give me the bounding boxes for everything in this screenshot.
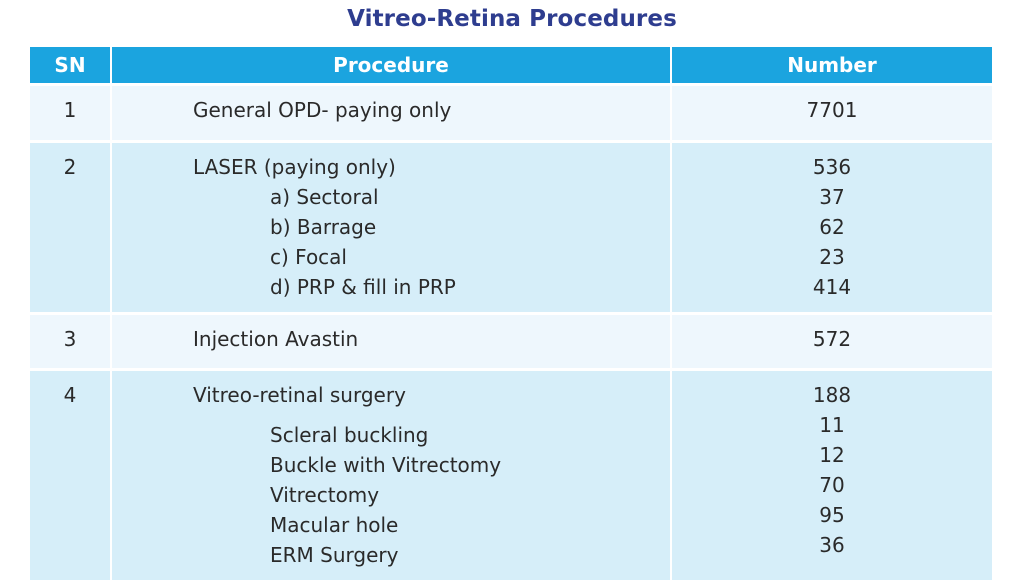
row-sn: 2 bbox=[63, 155, 77, 179]
procedure-number: 536 bbox=[812, 155, 852, 179]
sub-procedure-label: Vitrectomy bbox=[270, 483, 380, 507]
sub-procedure-label: c) Focal bbox=[270, 245, 347, 269]
sub-procedure-number: 23 bbox=[819, 245, 845, 269]
sub-procedure-number: 62 bbox=[819, 215, 845, 239]
sub-procedure-number: 36 bbox=[819, 533, 845, 557]
sub-procedure-label: d) PRP & fill in PRP bbox=[270, 275, 456, 299]
cell-procedure: Vitreo-retinal surgery Scleral buckling … bbox=[110, 368, 670, 580]
sub-procedure-label: ERM Surgery bbox=[270, 543, 399, 567]
sub-procedure-label: b) Barrage bbox=[270, 215, 377, 239]
sub-procedure-number: 11 bbox=[819, 413, 845, 437]
cell-procedure: Injection Avastin bbox=[110, 312, 670, 368]
table-row: 1 General OPD- paying only 7701 bbox=[30, 83, 992, 140]
procedure-number: 188 bbox=[812, 383, 852, 407]
procedure-label: LASER (paying only) bbox=[193, 155, 396, 179]
row-sn: 4 bbox=[63, 383, 77, 407]
sub-procedure-number: 37 bbox=[819, 185, 845, 209]
cell-number: 7701 bbox=[670, 83, 992, 140]
procedure-label: Vitreo-retinal surgery bbox=[193, 383, 406, 407]
row-sn: 1 bbox=[63, 98, 77, 122]
procedure-number: 7701 bbox=[806, 98, 858, 122]
cell-procedure: LASER (paying only) a) Sectoral b) Barra… bbox=[110, 140, 670, 312]
cell-sn: 2 bbox=[30, 140, 110, 312]
cell-number: 572 bbox=[670, 312, 992, 368]
procedure-label: General OPD- paying only bbox=[193, 98, 452, 122]
cell-sn: 1 bbox=[30, 83, 110, 140]
sub-procedure-label: Scleral buckling bbox=[270, 423, 429, 447]
spacer bbox=[202, 410, 670, 420]
sub-procedure-label: a) Sectoral bbox=[270, 185, 379, 209]
procedure-number: 572 bbox=[812, 327, 852, 351]
cell-number: 536 37 62 23 414 bbox=[670, 140, 992, 312]
cell-number: 188 11 12 70 95 36 bbox=[670, 368, 992, 580]
procedures-table: SN Procedure Number 1 General OPD- payin… bbox=[30, 47, 992, 580]
table-row: 4 Vitreo-retinal surgery Scleral bucklin… bbox=[30, 368, 992, 580]
sub-procedure-number: 95 bbox=[819, 503, 845, 527]
procedure-label: Injection Avastin bbox=[193, 327, 359, 351]
sub-procedure-number: 414 bbox=[812, 275, 852, 299]
table-header-row: SN Procedure Number bbox=[30, 47, 992, 83]
cell-sn: 4 bbox=[30, 368, 110, 580]
page-title: Vitreo-Retina Procedures bbox=[347, 6, 677, 32]
column-header-number: Number bbox=[670, 47, 992, 83]
table-row: 3 Injection Avastin 572 bbox=[30, 312, 992, 368]
table-row: 2 LASER (paying only) a) Sectoral b) Bar… bbox=[30, 140, 992, 312]
cell-procedure: General OPD- paying only bbox=[110, 83, 670, 140]
row-sn: 3 bbox=[63, 327, 77, 351]
column-header-sn: SN bbox=[30, 47, 110, 83]
sub-procedure-label: Buckle with Vitrectomy bbox=[270, 453, 502, 477]
cell-sn: 3 bbox=[30, 312, 110, 368]
column-header-procedure: Procedure bbox=[110, 47, 670, 83]
sub-procedure-number: 12 bbox=[819, 443, 845, 467]
sub-procedure-number: 70 bbox=[819, 473, 845, 497]
sub-procedure-label: Macular hole bbox=[270, 513, 399, 537]
